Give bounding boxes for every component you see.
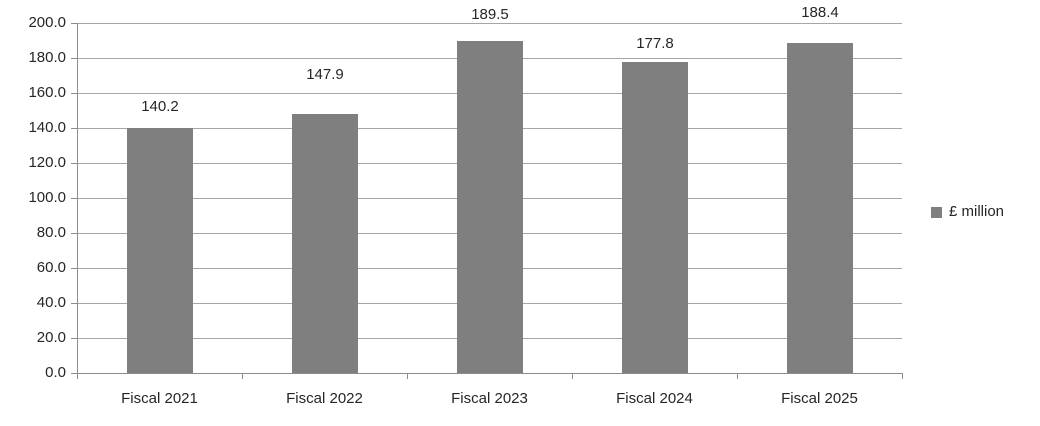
bar-fiscal-2022 bbox=[292, 114, 358, 373]
y-axis-tick-label: 200.0 bbox=[28, 14, 66, 31]
y-axis-tick bbox=[71, 23, 77, 24]
gridline bbox=[77, 23, 902, 24]
y-axis-tick bbox=[71, 163, 77, 164]
y-axis-tick-label: 140.0 bbox=[28, 119, 66, 136]
bar-fiscal-2023 bbox=[457, 41, 523, 373]
x-axis-tick bbox=[407, 373, 408, 379]
bar-fiscal-2025 bbox=[787, 43, 853, 373]
bar-fiscal-2024 bbox=[622, 62, 688, 373]
x-axis-tick bbox=[77, 373, 78, 379]
data-label-fiscal-2025: 188.4 bbox=[801, 4, 839, 21]
x-axis-category-label: Fiscal 2023 bbox=[451, 390, 528, 407]
y-axis-tick-label: 80.0 bbox=[36, 224, 66, 241]
bar-fiscal-2021 bbox=[127, 128, 193, 373]
x-axis-line bbox=[77, 373, 903, 374]
x-axis-category-label: Fiscal 2025 bbox=[781, 390, 858, 407]
y-axis-tick bbox=[71, 373, 77, 374]
legend-label: £ million bbox=[949, 203, 1005, 220]
x-axis-category-label: Fiscal 2021 bbox=[121, 390, 198, 407]
x-axis-tick bbox=[902, 373, 903, 379]
y-axis-tick-label: 40.0 bbox=[36, 294, 66, 311]
data-label-fiscal-2024: 177.8 bbox=[636, 35, 674, 52]
legend-swatch-icon bbox=[931, 206, 942, 218]
data-label-fiscal-2022: 147.9 bbox=[306, 66, 344, 83]
y-axis-tick-label: 100.0 bbox=[28, 189, 66, 206]
x-axis-tick bbox=[572, 373, 573, 379]
y-axis-tick-label: 0.0 bbox=[45, 364, 66, 381]
x-axis-tick bbox=[242, 373, 243, 379]
y-axis-tick-label: 180.0 bbox=[28, 49, 66, 66]
y-axis-tick-label: 120.0 bbox=[28, 154, 66, 171]
y-axis-tick-label: 20.0 bbox=[36, 329, 66, 346]
y-axis-tick bbox=[71, 58, 77, 59]
y-axis-tick bbox=[71, 198, 77, 199]
data-label-fiscal-2023: 189.5 bbox=[471, 6, 509, 23]
y-axis-tick bbox=[71, 128, 77, 129]
x-axis-tick bbox=[737, 373, 738, 379]
y-axis-tick bbox=[71, 233, 77, 234]
y-axis-tick-label: 60.0 bbox=[36, 259, 66, 276]
y-axis-tick bbox=[71, 338, 77, 339]
y-axis-tick-label: 160.0 bbox=[28, 84, 66, 101]
y-axis-tick bbox=[71, 93, 77, 94]
y-axis-tick bbox=[71, 303, 77, 304]
y-axis-tick bbox=[71, 268, 77, 269]
y-axis-line bbox=[77, 23, 78, 373]
data-label-fiscal-2021: 140.2 bbox=[141, 98, 179, 115]
x-axis-category-label: Fiscal 2022 bbox=[286, 390, 363, 407]
legend: £ million bbox=[931, 203, 1004, 221]
x-axis-category-label: Fiscal 2024 bbox=[616, 390, 693, 407]
